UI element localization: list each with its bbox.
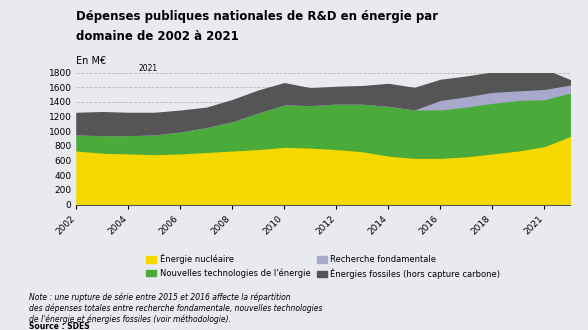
Text: Note : une rupture de série entre 2015 et 2016 affecte la répartition
des dépens: Note : une rupture de série entre 2015 e… — [29, 292, 323, 323]
Legend: Énergie nucléaire, Nouvelles technologies de l'énergie, Recherche fondamentale, : Énergie nucléaire, Nouvelles technologie… — [143, 250, 504, 282]
Text: 2021: 2021 — [138, 64, 158, 73]
Text: Dépenses publiques nationales de R&D en énergie par: Dépenses publiques nationales de R&D en … — [76, 10, 439, 23]
Text: En M€: En M€ — [76, 56, 106, 66]
Text: Source : SDES: Source : SDES — [29, 322, 90, 330]
Text: domaine de 2002 à 2021: domaine de 2002 à 2021 — [76, 30, 239, 43]
